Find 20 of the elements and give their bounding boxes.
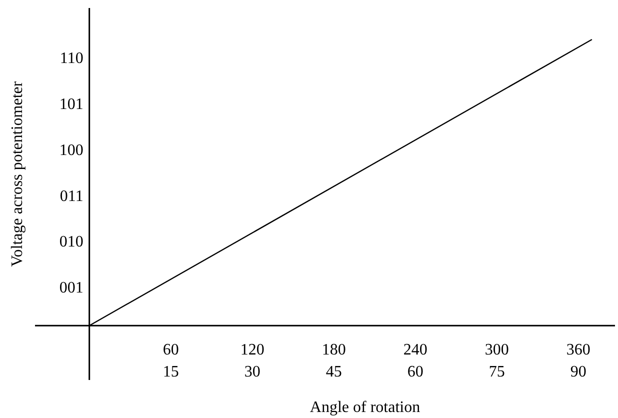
x2-tick-label: 90 — [570, 364, 586, 381]
x2-tick-label: 75 — [488, 364, 505, 381]
annotation: 011 — [60, 188, 84, 205]
annotation: 010 — [59, 234, 84, 251]
x2-tick-label: 45 — [326, 364, 342, 381]
annotation: 001 — [59, 280, 84, 297]
x-tick-label: 120 — [240, 342, 264, 359]
annotation: 101 — [59, 96, 84, 113]
x-tick-label: 180 — [322, 342, 346, 359]
x-tick-label: 240 — [403, 342, 428, 359]
x-axis-title: Angle of rotation — [310, 399, 420, 416]
annotation: 100 — [59, 142, 84, 159]
x2-tick-label: 15 — [162, 364, 179, 381]
x2-tick-label: 60 — [407, 364, 424, 381]
x2-tick-label: 30 — [244, 364, 260, 381]
x-tick-label: 60 — [162, 342, 179, 359]
x-tick-label: 360 — [566, 342, 590, 359]
annotation: 110 — [60, 50, 84, 67]
x-tick-label: 300 — [484, 342, 509, 359]
y-axis-title: Voltage across potentiometer — [9, 80, 26, 267]
